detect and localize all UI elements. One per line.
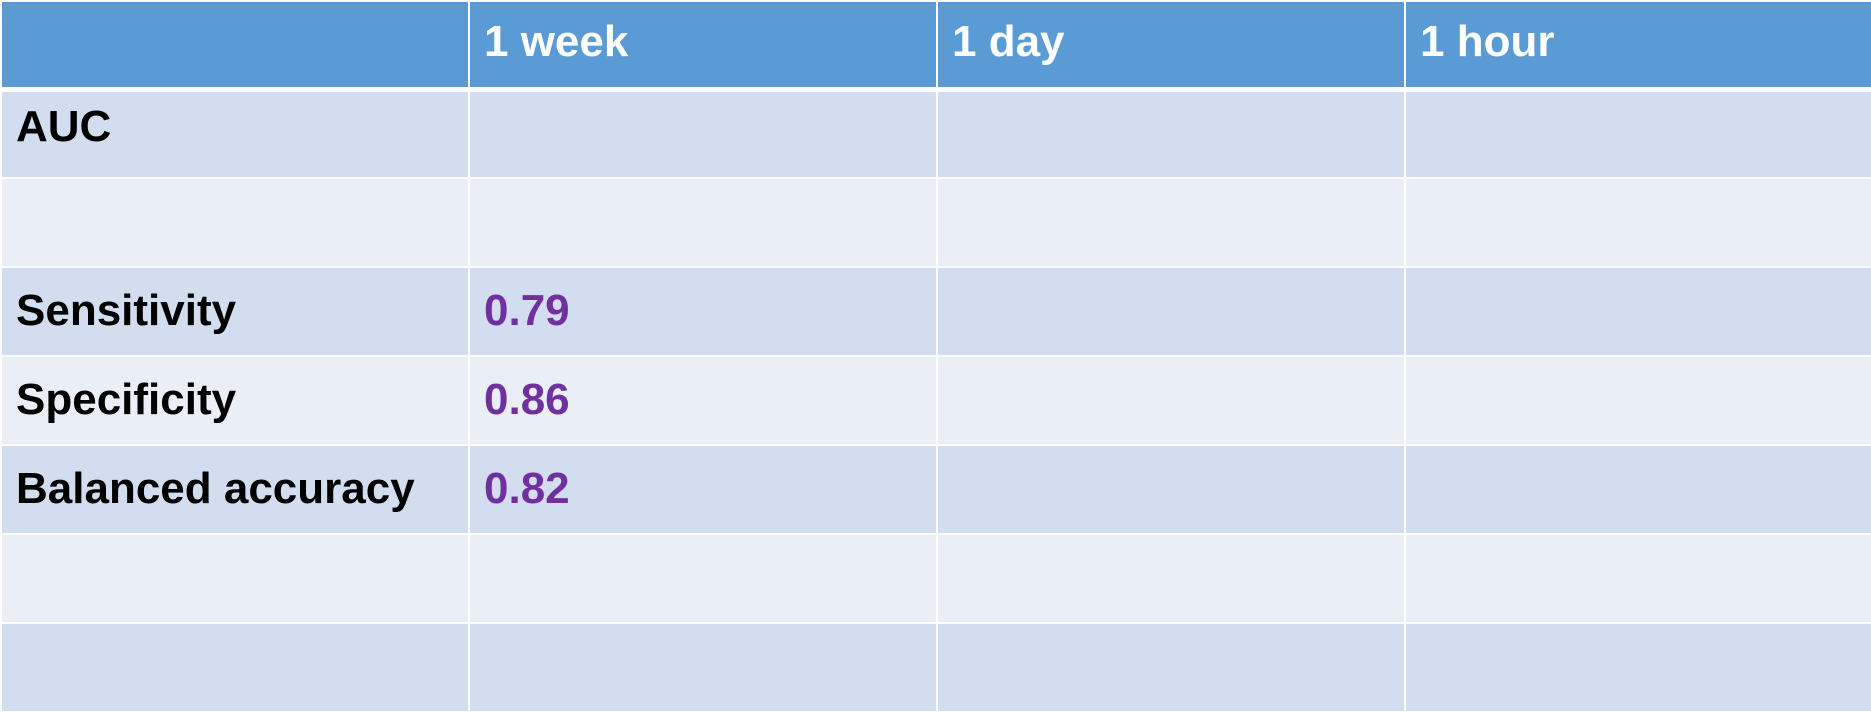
- table-row-empty: [0, 622, 1871, 713]
- header-cell-1-week: 1 week: [468, 0, 938, 92]
- cell-value: [936, 177, 1406, 268]
- table-row-sensitivity: Sensitivity 0.79: [0, 266, 1871, 357]
- cell-value: [468, 622, 938, 713]
- row-label-auc: AUC: [0, 88, 470, 179]
- header-cell-1-hour: 1 hour: [1404, 0, 1871, 92]
- table-row-empty: [0, 177, 1871, 268]
- cell-value: [936, 444, 1406, 535]
- row-label-specificity: Specificity: [0, 355, 470, 446]
- row-label-sensitivity: Sensitivity: [0, 266, 470, 357]
- cell-value: [1404, 533, 1871, 624]
- table-row-balanced-accuracy: Balanced accuracy 0.82: [0, 444, 1871, 535]
- cell-value: [1404, 88, 1871, 179]
- cell-value-sensitivity-1-week: 0.79: [468, 266, 938, 357]
- header-cell-1-day: 1 day: [936, 0, 1406, 92]
- table-row-specificity: Specificity 0.86: [0, 355, 1871, 446]
- cell-value: [468, 533, 938, 624]
- row-label: [0, 622, 470, 713]
- cell-value: [936, 266, 1406, 357]
- row-label: [0, 177, 470, 268]
- cell-value-balanced-accuracy-1-week: 0.82: [468, 444, 938, 535]
- cell-value: [936, 88, 1406, 179]
- table-row-empty: [0, 533, 1871, 624]
- cell-value: [936, 533, 1406, 624]
- cell-value: [468, 177, 938, 268]
- cell-value: [468, 88, 938, 179]
- cell-value: [1404, 622, 1871, 713]
- cell-value: [1404, 444, 1871, 535]
- table-row-auc: AUC: [0, 88, 1871, 179]
- cell-value: [1404, 355, 1871, 446]
- header-cell-corner: [0, 0, 470, 92]
- cell-value: [1404, 266, 1871, 357]
- cell-value: [936, 355, 1406, 446]
- header-row: 1 week 1 day 1 hour: [0, 0, 1871, 92]
- cell-value: [1404, 177, 1871, 268]
- row-label: [0, 533, 470, 624]
- cell-value: [936, 622, 1406, 713]
- cell-value-specificity-1-week: 0.86: [468, 355, 938, 446]
- row-label-balanced-accuracy: Balanced accuracy: [0, 444, 470, 535]
